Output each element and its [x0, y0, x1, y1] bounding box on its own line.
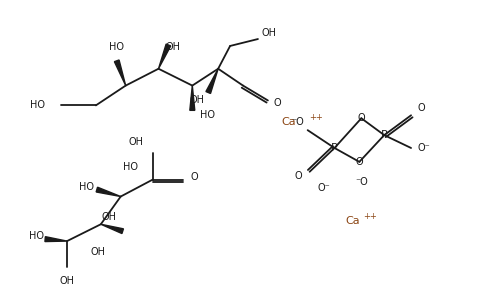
Text: HO: HO [79, 182, 94, 192]
Polygon shape [190, 86, 195, 110]
Text: OH: OH [102, 212, 117, 222]
Text: ++: ++ [310, 113, 323, 122]
Text: OH: OH [60, 276, 74, 286]
Polygon shape [158, 44, 171, 69]
Text: HO: HO [200, 110, 215, 120]
Text: OH: OH [129, 137, 143, 147]
Text: O: O [417, 103, 424, 113]
Text: O: O [274, 98, 282, 108]
Text: Ca: Ca [346, 216, 360, 226]
Text: OH: OH [189, 96, 204, 105]
Text: O: O [190, 172, 198, 182]
Text: OH: OH [91, 247, 106, 257]
Polygon shape [96, 187, 121, 197]
Text: HO: HO [29, 231, 44, 241]
Text: P: P [381, 130, 387, 140]
Text: Ca: Ca [281, 117, 296, 127]
Polygon shape [101, 224, 123, 234]
Polygon shape [114, 60, 126, 86]
Text: ⁻O: ⁻O [355, 177, 368, 187]
Text: O: O [355, 157, 363, 167]
Text: HO: HO [109, 42, 124, 52]
Polygon shape [45, 237, 67, 242]
Text: ⁻O: ⁻O [291, 117, 304, 127]
Text: OH: OH [262, 28, 277, 38]
Text: OH: OH [166, 42, 181, 52]
Text: O⁻: O⁻ [317, 183, 330, 193]
Text: P: P [331, 143, 338, 153]
Text: O: O [294, 171, 302, 181]
Text: ++: ++ [363, 212, 377, 221]
Text: HO: HO [123, 162, 138, 172]
Polygon shape [206, 69, 218, 93]
Text: O: O [357, 113, 365, 123]
Text: O⁻: O⁻ [417, 143, 430, 153]
Text: HO: HO [30, 100, 45, 110]
